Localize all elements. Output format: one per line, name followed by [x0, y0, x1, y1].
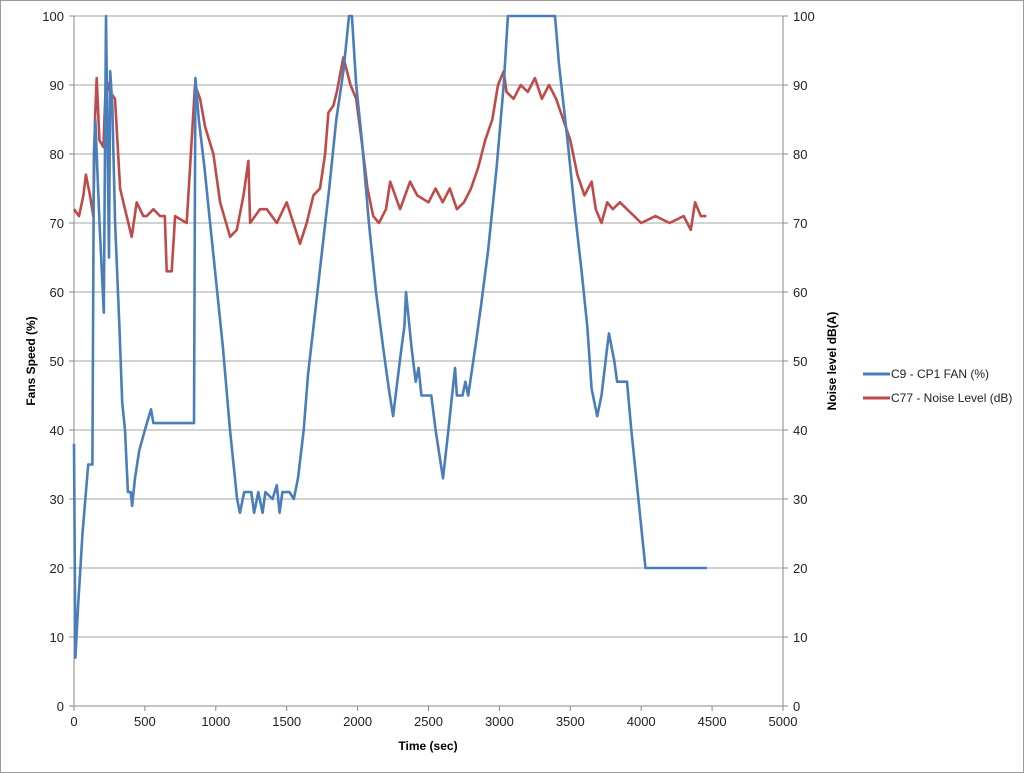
x-tick-label: 3000 — [485, 714, 514, 729]
y2-tick-label: 100 — [793, 9, 815, 24]
x-tick-label: 500 — [134, 714, 156, 729]
x-tick-label: 0 — [70, 714, 77, 729]
y-tick-label: 40 — [50, 423, 64, 438]
x-tick-label: 1500 — [272, 714, 301, 729]
series-line-noise-level — [72, 56, 707, 273]
x-tick-label: 2000 — [343, 714, 372, 729]
legend-label-fan: C9 - CP1 FAN (%) — [891, 367, 989, 381]
series-line-fan-speed — [72, 14, 707, 659]
x-tick-label: 2500 — [414, 714, 443, 729]
y-tick-label: 60 — [50, 285, 64, 300]
y-tick-label: 50 — [50, 354, 64, 369]
y2-tick-label: 20 — [793, 561, 807, 576]
y2-tick-label: 50 — [793, 354, 807, 369]
y2-tick-label: 40 — [793, 423, 807, 438]
y-tick-label: 100 — [42, 9, 64, 24]
x-axis-label: Time (sec) — [398, 739, 457, 753]
y-tick-label: 0 — [57, 699, 64, 714]
y2-tick-label: 10 — [793, 630, 807, 645]
y-tick-label: 20 — [50, 561, 64, 576]
y-tick-label: 30 — [50, 492, 64, 507]
legend: C9 - CP1 FAN (%) C77 - Noise Level (dB) — [863, 367, 1012, 405]
series-lines — [72, 14, 707, 659]
y2-tick-label: 70 — [793, 216, 807, 231]
y2-tick-label: 30 — [793, 492, 807, 507]
x-tick-label: 3500 — [556, 714, 585, 729]
x-tick-label: 4000 — [627, 714, 656, 729]
y-tick-label: 80 — [50, 147, 64, 162]
x-tick-label: 5000 — [769, 714, 798, 729]
legend-label-noise: C77 - Noise Level (dB) — [891, 391, 1012, 405]
y2-axis-label: Noise level dB(A) — [825, 312, 839, 411]
y2-tick-label: 80 — [793, 147, 807, 162]
y-tick-label: 10 — [50, 630, 64, 645]
y-tick-label: 90 — [50, 78, 64, 93]
y2-tick-label: 0 — [793, 699, 800, 714]
y2-tick-label: 90 — [793, 78, 807, 93]
gridlines — [74, 15, 783, 638]
y2-tick-label: 60 — [793, 285, 807, 300]
y-tick-label: 70 — [50, 216, 64, 231]
x-tick-label: 1000 — [201, 714, 230, 729]
x-tick-label: 4500 — [698, 714, 727, 729]
y-axis-label: Fans Speed (%) — [24, 316, 38, 405]
